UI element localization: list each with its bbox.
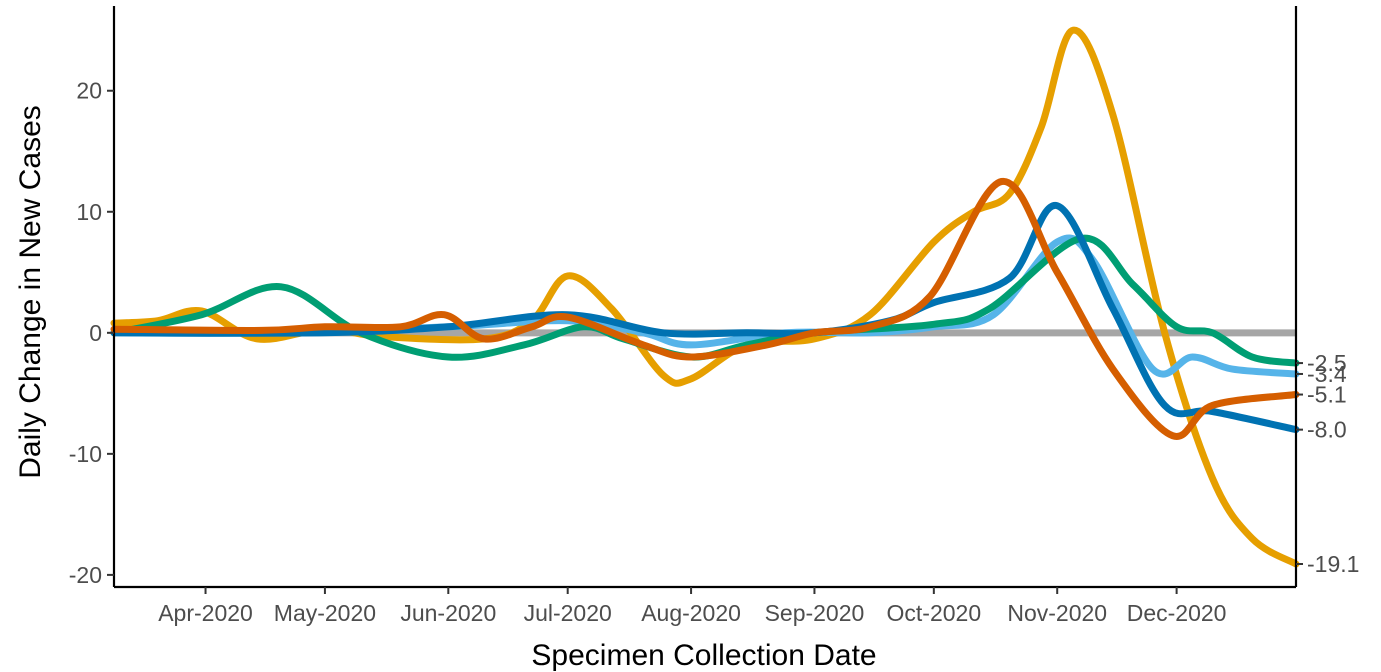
end-value-label-2: -3.4: [1307, 361, 1347, 387]
axes-layer: -20 -10 0 10 20 Apr-2020 May-2020 Jun-2020 Jul-2…: [69, 6, 1298, 626]
end-labels-layer: -19.1 -3.4-2.5 -8.0 -5.1: [1296, 350, 1359, 577]
x-tick-label: Sep-2020: [765, 600, 865, 626]
y-axis-title: Daily Change in New Cases: [14, 105, 47, 479]
x-tick-label: Apr-2020: [158, 600, 253, 626]
x-tick-label: Jul-2020: [524, 600, 612, 626]
x-tick-label: Aug-2020: [641, 600, 741, 626]
x-tick-label: Nov-2020: [1007, 600, 1107, 626]
end-value-label-5: -5.1: [1307, 382, 1347, 408]
x-tick-label: Dec-2020: [1127, 600, 1227, 626]
y-tick-label: 0: [89, 320, 102, 346]
y-tick-label: 10: [76, 199, 102, 225]
series-line-4: [110, 202, 1300, 434]
y-tick-label: -10: [69, 441, 102, 467]
series-layer: [110, 26, 1300, 568]
y-tick-label: -20: [69, 562, 102, 588]
end-value-label-4: -8.0: [1307, 417, 1347, 443]
x-tick-label: Oct-2020: [887, 600, 982, 626]
x-tick-label: Jun-2020: [400, 600, 496, 626]
x-tick-label: May-2020: [274, 600, 376, 626]
end-value-label-3: -2.5: [1307, 350, 1347, 376]
series-line-1: [110, 26, 1300, 568]
x-axis-title: Specimen Collection Date: [531, 639, 876, 672]
end-value-label-1: -19.1: [1307, 551, 1359, 577]
y-tick-label: 20: [76, 78, 102, 104]
series-line-5: [110, 177, 1300, 440]
